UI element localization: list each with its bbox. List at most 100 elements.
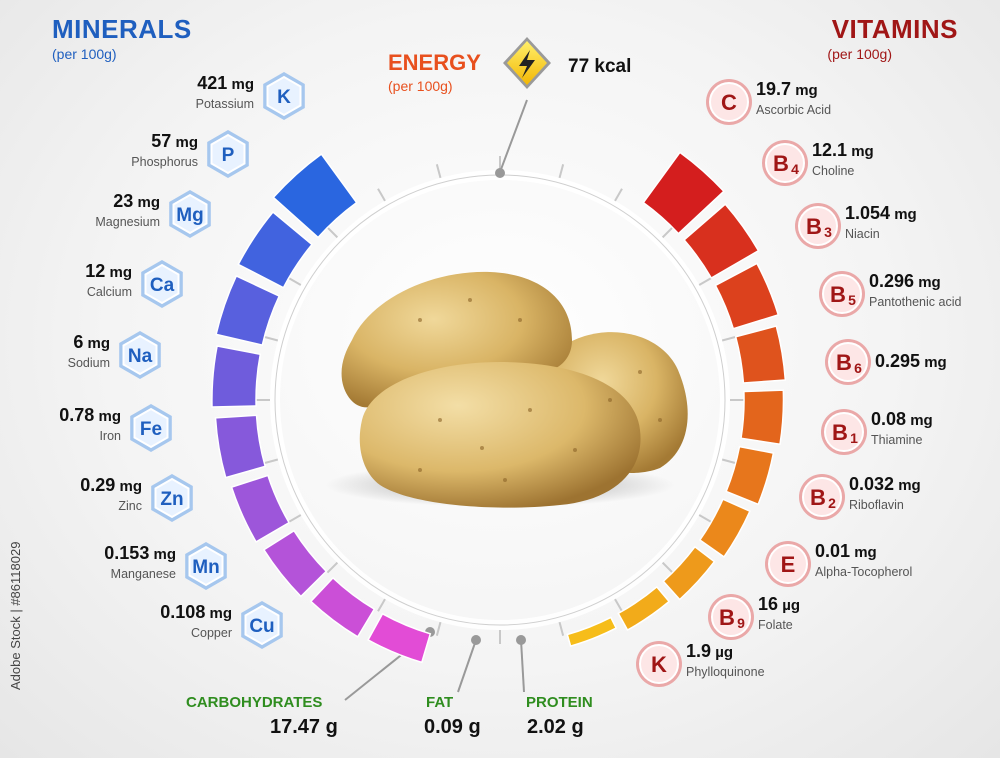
vitamin-name: Choline (812, 164, 855, 178)
ring-tick (558, 621, 565, 636)
vitamin-name: Ascorbic Acid (756, 103, 832, 117)
vitamin-value: 0.295 mg (875, 351, 947, 371)
mineral-value: 6 mg (73, 332, 110, 352)
energy-title: ENERGY (388, 50, 481, 75)
mineral-symbol: Fe (140, 419, 162, 440)
protein-connector (520, 639, 525, 693)
vitamin-badge-c: C (706, 79, 752, 125)
vitamin-subscript: 6 (854, 360, 862, 376)
ring-tick (435, 164, 442, 179)
vitamin-bar-b9 (617, 585, 671, 632)
vitamin-name: Thiamine (871, 433, 923, 447)
vitamin-symbol: B (810, 485, 826, 510)
protein-dot (516, 635, 526, 645)
ring-tick (721, 335, 736, 342)
ring-tick (698, 277, 712, 286)
vitamin-badge-e: E (765, 541, 811, 587)
vitamin-symbol: B (832, 420, 848, 445)
mineral-badges: K P Mg Ca Na Fe Zn Mn Cu (119, 72, 305, 649)
protein-label: PROTEIN (526, 694, 593, 711)
mineral-value: 0.78 mg (59, 405, 121, 425)
ring-ticks (256, 156, 744, 644)
ring-tick (326, 226, 339, 239)
mineral-bar-na (214, 414, 267, 479)
vitamin-value: 0.296 mg (869, 271, 941, 291)
energy-value: 77 kcal (568, 56, 632, 77)
mineral-badge-na: Na (119, 331, 161, 379)
fat-label: FAT (426, 694, 454, 711)
mineral-value: 0.153 mg (104, 543, 176, 563)
vitamin-symbol: B (773, 151, 789, 176)
mineral-value: 0.29 mg (80, 475, 142, 495)
mineral-name: Zinc (118, 499, 142, 513)
ring-tick (698, 514, 712, 523)
fat-connector (457, 639, 477, 693)
vitamin-name: Folate (758, 618, 793, 632)
mineral-symbol: Na (128, 346, 153, 367)
mineral-badge-k: K (263, 72, 305, 120)
vitamin-value: 19.7 mg (756, 79, 818, 99)
ring-tick (264, 458, 279, 465)
mineral-badge-p: P (207, 130, 249, 178)
mineral-name: Sodium (67, 356, 110, 370)
mineral-bar-zn (262, 529, 328, 598)
mineral-bar-mn (309, 576, 376, 638)
mineral-symbol: P (222, 145, 235, 166)
vitamin-symbol: B (719, 605, 735, 630)
vitamin-symbol: B (836, 350, 852, 375)
vitamin-bar-b6 (740, 389, 785, 446)
ring-tick (288, 277, 302, 286)
mineral-symbol: Ca (150, 275, 175, 296)
mineral-symbol: Cu (249, 616, 274, 637)
lightning-icon (503, 37, 551, 89)
fat-dot (471, 635, 481, 645)
mineral-badge-mg: Mg (169, 190, 211, 238)
vitamin-bar-b2 (698, 498, 751, 558)
vitamin-subscript: 5 (848, 292, 856, 308)
ring-tick (661, 561, 674, 574)
ring-tick (614, 188, 623, 202)
mineral-badge-cu: Cu (241, 601, 283, 649)
potato-illustration (325, 271, 688, 508)
mineral-badge-ca: Ca (141, 260, 183, 308)
mineral-symbol: K (277, 87, 291, 108)
mineral-name: Potassium (195, 97, 254, 111)
mineral-badge-zn: Zn (151, 474, 193, 522)
mineral-name: Phosphorus (131, 155, 198, 169)
ring-tick (661, 226, 674, 239)
mineral-symbol: Mn (192, 557, 219, 578)
ring-tick (435, 621, 442, 636)
vitamin-bar-c (642, 151, 725, 235)
vitamin-value: 0.032 mg (849, 474, 921, 494)
mineral-value: 421 mg (197, 73, 254, 93)
mineral-value: 12 mg (85, 261, 132, 281)
mineral-bar-fe (230, 474, 291, 543)
mineral-name: Copper (191, 626, 232, 640)
vitamin-symbol: K (651, 652, 667, 677)
vitamin-subscript: 1 (850, 430, 858, 446)
mineral-name: Calcium (86, 285, 132, 299)
ring-tick (288, 514, 302, 523)
vitamin-badges: CB 4B 3B 5B 6B 1B 2EB 9K (636, 79, 871, 687)
vitamin-value: 12.1 mg (812, 140, 874, 160)
energy-connector (499, 99, 528, 173)
vitamins-title: VITAMINS (831, 14, 958, 44)
mineral-symbol: Zn (160, 489, 183, 510)
vitamin-name: Riboflavin (849, 498, 904, 512)
ring-tick (558, 164, 565, 179)
mineral-badge-fe: Fe (130, 404, 172, 452)
vitamin-bar-b3 (714, 262, 780, 330)
fat-value: 0.09 g (424, 716, 481, 738)
vitamin-value: 1.9 µg (686, 641, 734, 661)
vitamin-subscript: 9 (737, 615, 745, 631)
vitamin-bar-e (662, 545, 716, 601)
mineral-symbol: Mg (176, 205, 203, 226)
mineral-name: Magnesium (95, 215, 160, 229)
mineral-bar-ca (211, 345, 262, 408)
minerals-title: MINERALS (52, 14, 192, 44)
